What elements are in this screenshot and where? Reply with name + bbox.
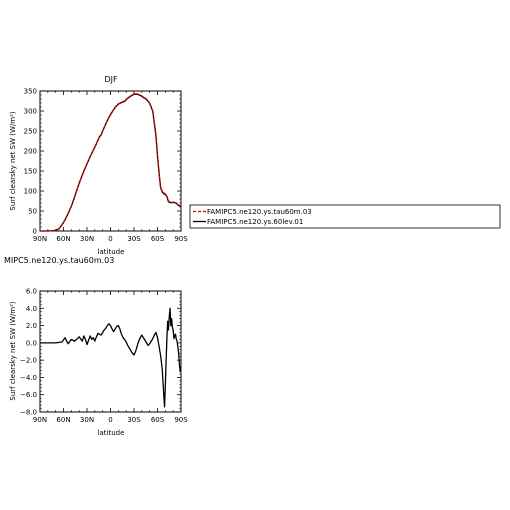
legend-label-tau60m: FAMIPC5.ne120.ys.tau60m.03 xyxy=(207,208,312,216)
bottom-x-tick-label: 60N xyxy=(56,416,70,424)
bottom-y-tick-label: 0.0 xyxy=(26,339,37,347)
top-y-tick-label: 200 xyxy=(24,148,37,156)
top-y-axis-label: Surf clearsky net SW (W/m²) xyxy=(9,111,17,210)
top-x-tick-label: 60N xyxy=(56,235,70,243)
top-x-tick-label: 60S xyxy=(151,235,165,243)
bottom-y-tick-label: −8.0 xyxy=(20,409,37,417)
top-y-tick-label: 250 xyxy=(24,128,37,136)
top-y-tick-label: 300 xyxy=(24,108,37,116)
bottom-x-tick-label: 30S xyxy=(127,416,141,424)
top-x-tick-label: 30N xyxy=(80,235,94,243)
top-x-axis-label: latitude xyxy=(98,248,125,256)
bottom-panel: MIPC5.ne120.ys.tau60m.03 90N 60N 30N 0 30S 60… xyxy=(4,256,188,437)
bottom-y-axis-label: Surf clearsky net SW (W/m²) xyxy=(9,301,17,400)
top-y-tick-label: 150 xyxy=(24,168,37,176)
bottom-x-tick-label: 90S xyxy=(174,416,188,424)
top-x-tick-label: 30S xyxy=(127,235,141,243)
bottom-y-tick-label: 4.0 xyxy=(26,305,37,313)
top-y-tick-label: 100 xyxy=(24,188,37,196)
top-x-tick-label: 0 xyxy=(108,235,112,243)
legend-label-60lev: FAMIPC5.ne120.ys.60lev.01 xyxy=(207,218,303,226)
top-plot-frame xyxy=(39,90,182,232)
top-y-tick-label: 50 xyxy=(28,208,37,216)
bottom-panel-title: MIPC5.ne120.ys.tau60m.03 xyxy=(4,256,114,265)
bottom-y-tick-label: −2.0 xyxy=(20,357,37,365)
bottom-y-tick-label: 6.0 xyxy=(26,288,37,296)
top-panel-title: DJF xyxy=(104,75,118,84)
bottom-y-tick-label: 2.0 xyxy=(26,322,37,330)
legend: FAMIPC5.ne120.ys.tau60m.03 FAMIPC5.ne120… xyxy=(189,204,501,229)
top-panel: DJF 90N 60N 30N 0 30S 60S 90S 0 50 100 150 200 250 30… xyxy=(9,75,188,256)
bottom-y-tick-label: −6.0 xyxy=(20,391,37,399)
bottom-x-tick-label: 30N xyxy=(80,416,94,424)
top-series-line-1 xyxy=(40,93,182,232)
bottom-y-tick-label: −4.0 xyxy=(20,374,37,382)
bottom-x-tick-label: 90N xyxy=(33,416,47,424)
bottom-x-tick-label: 0 xyxy=(108,416,112,424)
bottom-x-axis-label: latitude xyxy=(98,429,125,437)
top-y-tick-label: 0 xyxy=(33,228,37,236)
legend-box xyxy=(189,204,501,229)
top-x-tick-label: 90N xyxy=(33,235,47,243)
top-x-tick-label: 90S xyxy=(174,235,188,243)
bottom-x-tick-label: 60S xyxy=(151,416,165,424)
top-y-tick-label: 350 xyxy=(24,88,37,96)
bottom-series-line-1 xyxy=(40,307,182,408)
